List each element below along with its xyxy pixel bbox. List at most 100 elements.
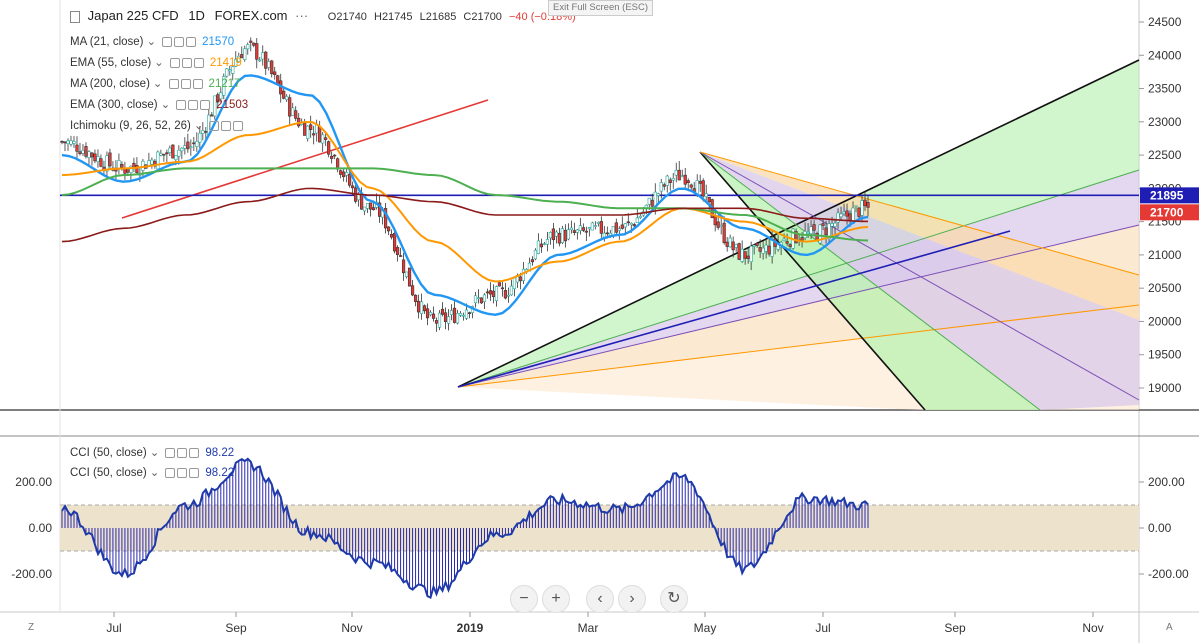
indicator-name[interactable]: EMA (300, close) [70,99,158,111]
visibility-icon[interactable] [169,57,180,68]
settings-icon[interactable] [180,78,191,89]
close-icon[interactable] [186,36,197,47]
candle-body [704,193,708,197]
cci-legend-row[interactable]: CCI (50, close) ⌄ 98.22 [70,465,234,479]
indicator-legend-row[interactable]: EMA (300, close) ⌄ 21503 [70,97,248,111]
indicator-legend-row[interactable]: MA (21, close) ⌄ 21570 [70,34,234,48]
cci-name[interactable]: CCI (50, close) [70,467,147,479]
visibility-icon[interactable] [165,467,176,478]
candle-body [683,174,687,185]
visibility-icon[interactable] [168,78,179,89]
settings-icon[interactable] [221,120,232,131]
candle-body [449,310,454,316]
candle-body [482,294,487,302]
interval[interactable]: 1D [188,8,205,23]
exit-fullscreen-button[interactable]: Exit Full Screen (ESC) [548,0,654,16]
time-tick-label: Jul [815,621,830,635]
candle-body [255,43,259,60]
candle-body [836,212,840,223]
zoom-out-button[interactable]: − [510,585,538,613]
candle-body [638,216,642,218]
settings-icon[interactable] [177,447,188,458]
candle-body [830,223,834,227]
visibility-icon[interactable] [162,36,173,47]
candle-body [291,107,295,116]
visibility-icon[interactable] [176,99,187,110]
candle-body [731,241,735,251]
candle-body [545,239,549,245]
trendline-red[interactable] [121,99,489,219]
close-icon[interactable] [192,78,203,89]
candle-body [689,184,693,188]
settings-icon[interactable] [177,467,188,478]
reset-chart-button[interactable]: ↻ [660,585,688,613]
settings-icon[interactable] [188,99,199,110]
close-icon[interactable] [189,467,200,478]
time-axis[interactable]: Jul Sep Nov 2019 Mar May Jul Sep Nov [106,612,1104,635]
timezone-toggle[interactable]: Z [28,622,35,633]
visibility-icon[interactable] [209,120,220,131]
candle-body [324,137,328,140]
candle-body [96,156,100,162]
candle-body [650,199,654,207]
auto-scale-toggle[interactable]: A [1166,622,1173,633]
cci-name[interactable]: CCI (50, close) [70,447,147,459]
trendline-blue[interactable] [457,230,1011,388]
candle-body [231,66,235,74]
indicator-name[interactable]: MA (21, close) [70,36,144,48]
candle-body [443,312,448,323]
candle-body [767,245,771,255]
chevron-down-icon[interactable]: ⌄ [149,447,160,459]
cci-line [61,457,869,600]
chevron-down-icon[interactable]: ⌄ [146,36,157,48]
indicator-name[interactable]: Ichimoku (9, 26, 52, 26) [70,120,191,132]
chevron-down-icon[interactable]: ⌄ [160,99,171,111]
collapse-icon[interactable] [70,10,80,23]
candle-body [201,130,205,134]
settings-icon[interactable] [181,57,192,68]
close-icon[interactable] [233,120,244,131]
close-icon[interactable] [193,57,204,68]
candle-body [75,144,79,152]
indicator-value: 21503 [216,99,249,111]
chevron-down-icon[interactable]: ⌄ [154,57,164,69]
indicator-legend-row[interactable]: EMA (55, close) ⌄ 21419 [70,55,242,69]
symbol-header[interactable]: Japan 225 CFD 1D FOREX.com ··· O21740 H2… [70,8,576,23]
symbol-name[interactable]: Japan 225 CFD [87,8,179,23]
data-source: FOREX.com [214,8,288,23]
candle-body [72,141,76,144]
time-tick-label: Jul [106,621,121,635]
candle-body [821,223,825,226]
chevron-down-icon[interactable]: ⌄ [193,120,204,132]
indicator-legend-row[interactable]: MA (200, close) ⌄ 21217 [70,76,241,90]
cci-legend-row[interactable]: CCI (50, close) ⌄ 98.22 [70,445,234,459]
candle-body [512,277,517,290]
chevron-down-icon[interactable]: ⌄ [152,78,163,90]
candle-body [237,55,241,62]
zoom-in-button[interactable]: + [542,585,570,613]
candle-body [330,155,334,159]
scroll-left-button[interactable]: ‹ [586,585,614,613]
scroll-right-button[interactable]: › [618,585,646,613]
candle-body [854,205,858,208]
time-tick-label: Sep [225,621,247,635]
candle-body [770,238,774,257]
candle-body [734,244,738,248]
high-value: H21745 [374,11,413,23]
indicator-name[interactable]: EMA (55, close) [70,57,152,69]
cci-tick-label-right: 200.00 [1148,475,1185,489]
indicator-legend-row[interactable]: Ichimoku (9, 26, 52, 26) ⌄ [70,118,249,132]
menu-dots-icon[interactable]: ··· [295,8,309,23]
settings-icon[interactable] [174,36,185,47]
chevron-down-icon[interactable]: ⌄ [149,467,160,479]
visibility-icon[interactable] [165,447,176,458]
gann-fan-drawing[interactable] [121,59,1140,411]
candle-body [809,226,813,234]
close-icon[interactable] [200,99,211,110]
indicator-name[interactable]: MA (200, close) [70,78,150,90]
fan-line-orange-up [457,304,1140,388]
close-icon[interactable] [189,447,200,458]
cci-actions [165,447,201,459]
candle-body [701,180,705,197]
